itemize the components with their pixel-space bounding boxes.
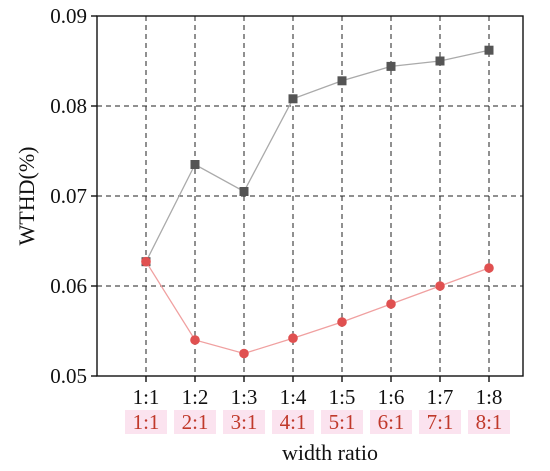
y-tick-label: 0.07 xyxy=(50,184,87,208)
data-point-circle xyxy=(386,299,396,309)
y-axis: 0.05 0.06 0.07 0.08 0.09 xyxy=(50,4,97,388)
data-point-circle xyxy=(288,333,298,344)
x-secondary-tick-label: 7:1 xyxy=(427,410,454,434)
x-secondary-tick-label: 1:1 xyxy=(133,410,160,434)
x-secondary-tick-label: 5:1 xyxy=(329,410,356,434)
x-secondary-tick-label: 3:1 xyxy=(231,410,258,434)
x-secondary-tick-label: 6:1 xyxy=(378,410,405,434)
x-tick-label: 1:6 xyxy=(378,385,405,409)
x-secondary-label-highlight xyxy=(370,410,412,434)
y-axis-label: WTHD(%) xyxy=(14,147,39,246)
x-tick-label: 1:3 xyxy=(231,385,258,409)
x-tick-label: 1:4 xyxy=(280,385,307,409)
series-layer xyxy=(141,45,494,359)
x-tick-label: 1:1 xyxy=(133,385,160,409)
y-tick-label: 0.08 xyxy=(50,94,87,118)
data-point-square xyxy=(239,187,249,196)
data-point-square xyxy=(386,61,396,71)
x-tick-label: 1:7 xyxy=(427,385,454,409)
x-secondary-label-highlight xyxy=(125,410,167,434)
x-secondary-tick-label: 8:1 xyxy=(476,410,503,434)
y-tick-label: 0.05 xyxy=(50,364,87,388)
x-secondary-label-highlight xyxy=(321,410,363,434)
data-point-square xyxy=(288,94,298,104)
data-point-circle xyxy=(239,348,249,359)
x-tick-label: 1:2 xyxy=(182,385,209,409)
data-point-square xyxy=(484,45,494,55)
data-point-circle xyxy=(141,256,151,267)
y-tick-label: 0.09 xyxy=(50,4,87,28)
x-secondary-label-highlight xyxy=(272,410,314,434)
data-point-circle xyxy=(484,263,494,273)
series-1 xyxy=(141,45,494,267)
x-secondary-label-highlight xyxy=(419,410,461,434)
x-secondary-tick-label: 4:1 xyxy=(280,410,307,434)
data-point-circle xyxy=(435,281,445,291)
data-point-square xyxy=(190,160,200,169)
x-tick-label: 1:8 xyxy=(476,385,503,409)
series-line xyxy=(145,261,490,355)
data-point-circle xyxy=(337,317,347,327)
x-axis-label: width ratio xyxy=(282,440,378,465)
grid xyxy=(97,16,523,376)
x-tick-label: 1:5 xyxy=(329,385,356,409)
y-tick-label: 0.06 xyxy=(50,274,87,298)
data-point-square xyxy=(435,56,445,66)
series-2 xyxy=(141,256,494,359)
x-axis: 1:1 1:2 1:3 1:4 1:5 1:6 1:7 1:8 1:1 2:1 3:1 4:1 5:1 6… xyxy=(125,376,510,434)
x-secondary-label-highlight xyxy=(468,410,510,434)
x-secondary-tick-label: 2:1 xyxy=(182,410,209,434)
data-point-circle xyxy=(190,335,200,345)
x-secondary-label-highlight xyxy=(174,410,216,434)
series-line xyxy=(145,49,490,262)
data-point-square xyxy=(337,76,347,86)
x-secondary-label-highlight xyxy=(223,410,265,434)
